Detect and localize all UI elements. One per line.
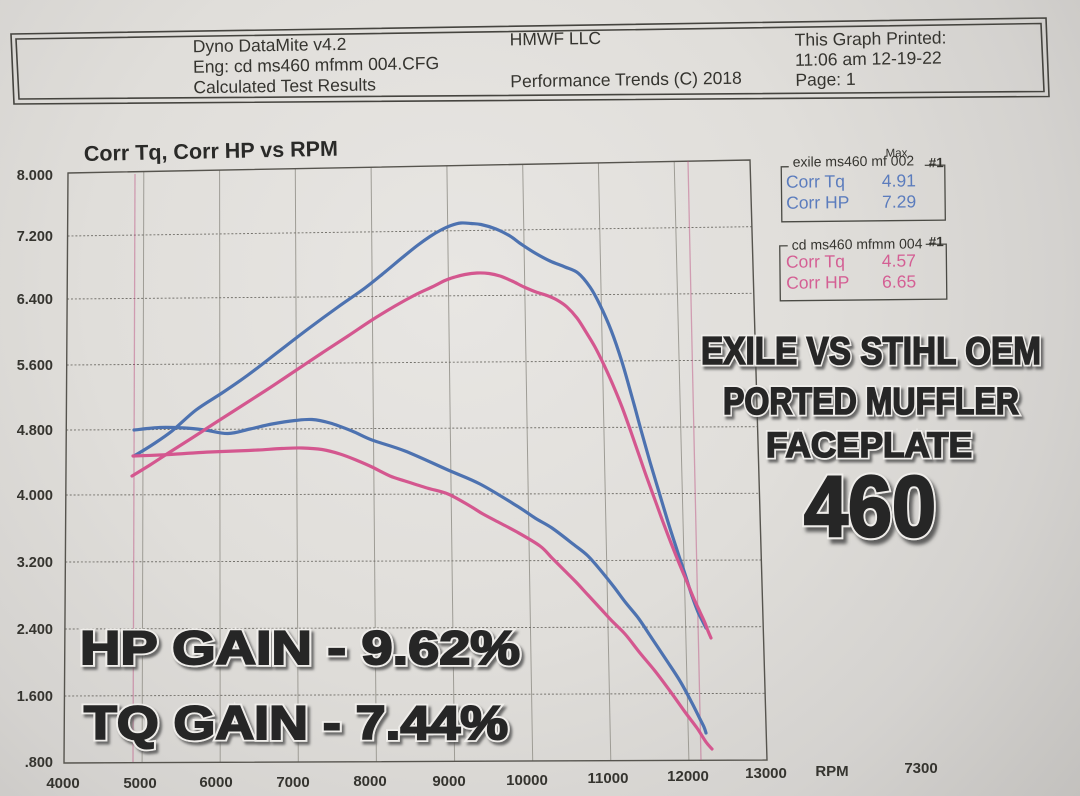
svg-text:5000: 5000 xyxy=(123,775,156,792)
svg-text:Corr Tq: Corr Tq xyxy=(786,171,845,192)
svg-text:7000: 7000 xyxy=(276,774,309,791)
svg-text:8000: 8000 xyxy=(353,773,386,790)
svg-text:9000: 9000 xyxy=(432,773,465,790)
svg-text:HMWF LLC: HMWF LLC xyxy=(510,28,602,49)
svg-text:Corr HP: Corr HP xyxy=(786,192,849,213)
svg-text:7.200: 7.200 xyxy=(17,229,53,245)
svg-text:PORTED MUFFLER: PORTED MUFFLER xyxy=(723,381,1019,423)
svg-text:Dyno DataMite v4.2: Dyno DataMite v4.2 xyxy=(193,34,347,56)
svg-text:11:06 am 12-19-22: 11:06 am 12-19-22 xyxy=(795,48,942,70)
svg-text:1.600: 1.600 xyxy=(17,689,53,705)
svg-text:5.600: 5.600 xyxy=(17,358,53,374)
svg-text:13000: 13000 xyxy=(745,765,787,782)
svg-text:EXILE VS STIHL OEM: EXILE VS STIHL OEM xyxy=(701,330,1041,373)
svg-text:TQ GAIN - 7.44%: TQ GAIN - 7.44% xyxy=(84,696,508,749)
svg-text:2.400: 2.400 xyxy=(17,622,53,638)
svg-text:RPM: RPM xyxy=(815,763,848,780)
svg-text:11000: 11000 xyxy=(588,770,629,787)
svg-text:FACEPLATE: FACEPLATE xyxy=(766,426,972,465)
svg-text:EXILE VS STIHL OEM: EXILE VS STIHL OEM xyxy=(701,330,1041,373)
svg-text:This Graph Printed:: This Graph Printed: xyxy=(795,27,947,49)
svg-text:Corr Tq: Corr Tq xyxy=(786,251,845,272)
svg-text:PORTED MUFFLER: PORTED MUFFLER xyxy=(723,381,1019,423)
svg-text:Performance Trends (C) 2018: Performance Trends (C) 2018 xyxy=(510,68,742,92)
svg-text:460: 460 xyxy=(804,459,936,555)
svg-text:FACEPLATE: FACEPLATE xyxy=(766,426,972,465)
svg-text:10000: 10000 xyxy=(506,772,548,789)
svg-text:6.65: 6.65 xyxy=(882,271,916,291)
svg-text:4.800: 4.800 xyxy=(17,423,53,439)
svg-text:#1: #1 xyxy=(929,234,945,249)
svg-text:Calculated Test Results: Calculated Test Results xyxy=(193,74,376,97)
svg-text:HP GAIN - 9.62%: HP GAIN - 9.62% xyxy=(80,621,520,674)
svg-text:Max: Max xyxy=(886,147,908,159)
svg-text:HP GAIN - 9.62%: HP GAIN - 9.62% xyxy=(80,621,520,674)
svg-text:7300: 7300 xyxy=(904,760,937,777)
svg-text:4.91: 4.91 xyxy=(882,170,916,190)
svg-text:cd ms460 mfmm 004: cd ms460 mfmm 004 xyxy=(792,235,923,252)
svg-text:Eng: cd ms460 mfmm 004.CFG: Eng: cd ms460 mfmm 004.CFG xyxy=(193,53,439,77)
svg-text:7.29: 7.29 xyxy=(882,191,916,211)
svg-text:Corr HP: Corr HP xyxy=(786,272,849,293)
svg-text:exile ms460 mf 002: exile ms460 mf 002 xyxy=(793,152,915,169)
svg-text:.800: .800 xyxy=(25,755,53,771)
svg-text:4.57: 4.57 xyxy=(882,250,916,270)
svg-text:3.200: 3.200 xyxy=(17,555,53,571)
svg-text:Page: 1: Page: 1 xyxy=(795,69,856,90)
svg-text:12000: 12000 xyxy=(667,768,709,785)
svg-text:#1: #1 xyxy=(929,155,945,170)
svg-text:Corr Tq, Corr HP vs RPM: Corr Tq, Corr HP vs RPM xyxy=(84,137,339,166)
svg-text:8.000: 8.000 xyxy=(17,168,53,184)
svg-text:460: 460 xyxy=(804,459,936,555)
svg-text:6000: 6000 xyxy=(199,774,232,791)
svg-text:TQ GAIN - 7.44%: TQ GAIN - 7.44% xyxy=(84,696,508,749)
svg-text:4000: 4000 xyxy=(46,775,79,792)
svg-text:6.400: 6.400 xyxy=(17,292,53,308)
svg-text:4.000: 4.000 xyxy=(17,488,53,504)
